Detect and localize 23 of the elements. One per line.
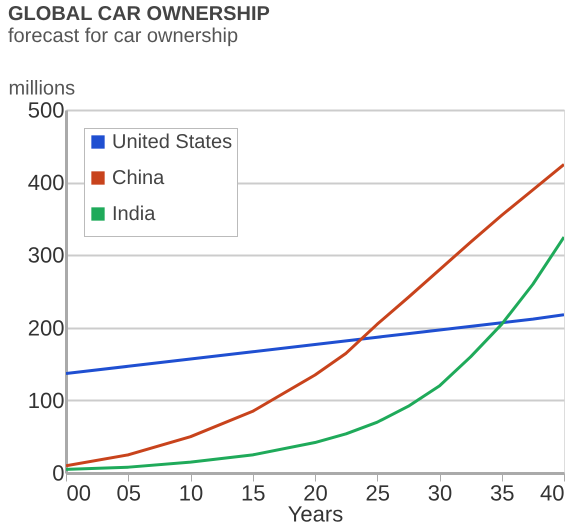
chart-subtitle: forecast for car ownership bbox=[8, 25, 238, 47]
y-tick-label: 100 bbox=[28, 388, 64, 413]
legend-label: United States bbox=[112, 131, 232, 153]
y-tick-label: 300 bbox=[28, 242, 64, 268]
x-tick-label: 15 bbox=[241, 480, 266, 506]
x-tick-label: 05 bbox=[116, 480, 141, 506]
legend-label: China bbox=[112, 167, 166, 189]
line-series bbox=[66, 313, 564, 376]
x-tick-label: 10 bbox=[178, 480, 204, 506]
x-tick-label: 30 bbox=[428, 480, 452, 506]
line-series bbox=[66, 236, 564, 471]
y-tick-label: 500 bbox=[28, 98, 64, 122]
chart-title: GLOBAL CAR OWNERSHIP bbox=[8, 3, 270, 25]
line-series bbox=[66, 162, 564, 468]
y-tick-label: 200 bbox=[28, 315, 64, 340]
x-tick-label: 00 bbox=[66, 480, 91, 506]
x-tick-label: 35 bbox=[490, 480, 514, 506]
legend-label: India bbox=[112, 203, 156, 225]
x-tick-label: 40 bbox=[540, 480, 564, 506]
y-axis-title: millions bbox=[8, 78, 76, 100]
y-tick-label: 0 bbox=[52, 460, 64, 486]
y-tick-label: 400 bbox=[28, 170, 64, 196]
x-tick-label: 25 bbox=[366, 480, 390, 506]
